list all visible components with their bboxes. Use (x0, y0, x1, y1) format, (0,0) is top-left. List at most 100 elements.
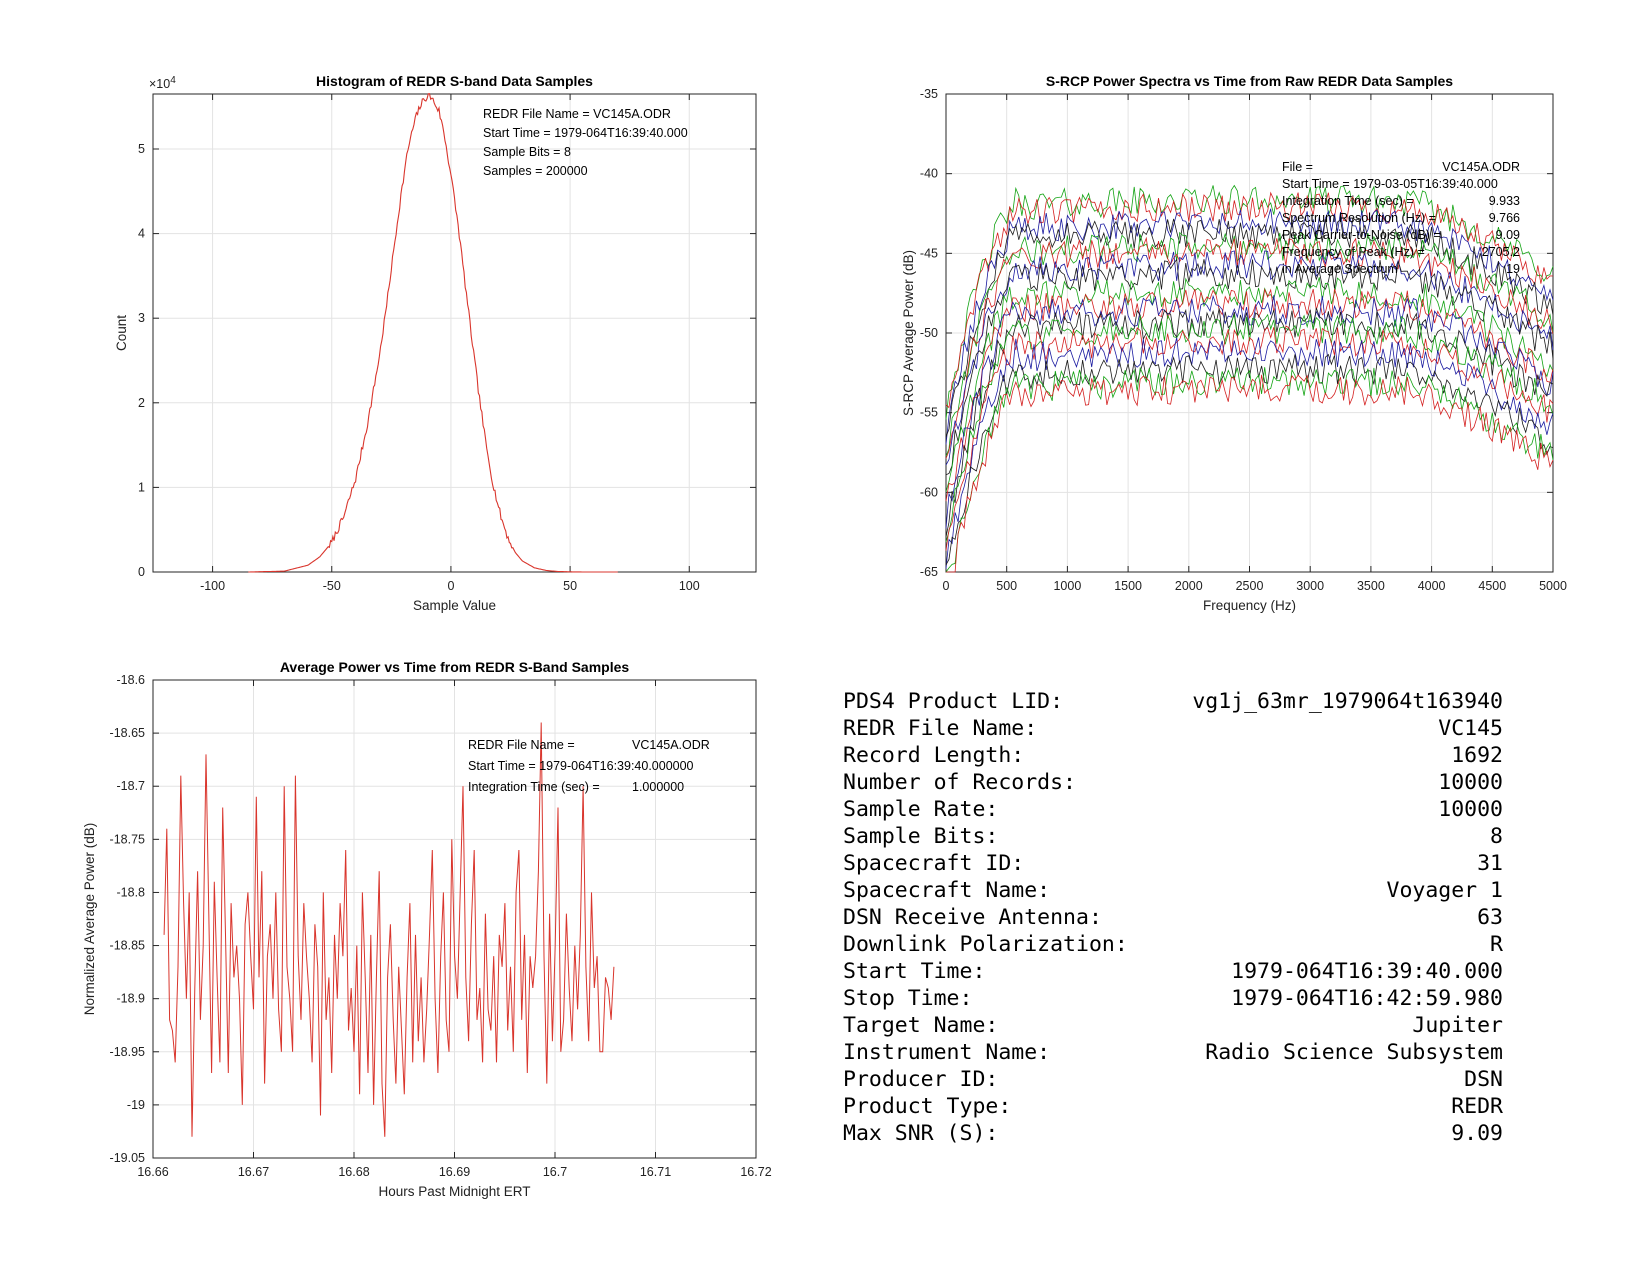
spectrum-trace (945, 184, 1554, 420)
info-row: Max SNR (S): 9.09 (843, 1120, 1503, 1147)
annotation-label: Peak Carrier-to-Noise (dB) = (1282, 228, 1441, 242)
info-value: 1979-064T16:42:59.980 (1231, 986, 1503, 1011)
annotation-value: 1.000000 (632, 780, 684, 794)
y-axis-exponent: ×104 (149, 75, 176, 91)
spectrum-trace (945, 313, 1554, 543)
spectrum-trace (945, 218, 1554, 438)
y-tick-label: -35 (920, 87, 938, 101)
info-row: PDS4 Product LID: vg1j_63mr_1979064t16394… (843, 688, 1503, 715)
x-tick-label: 3000 (1296, 579, 1324, 593)
x-axis-label: Sample Value (413, 598, 496, 613)
annotation-label: Start Time = 1979-03-05T16:39:40.000 (1282, 177, 1498, 191)
info-row: REDR File Name: VC145 (843, 715, 1503, 742)
x-tick-label: -50 (323, 579, 341, 593)
x-tick-label: 16.71 (640, 1165, 671, 1179)
info-row: DSN Receive Antenna: 63 (843, 904, 1503, 931)
info-label: Instrument Name: (843, 1040, 1051, 1065)
y-axis-label: S-RCP Average Power (dB) (901, 250, 916, 416)
info-row: Product Type: REDR (843, 1093, 1503, 1120)
info-value: 1979-064T16:39:40.000 (1231, 959, 1503, 984)
y-tick-label: 3 (138, 311, 145, 325)
spectrum-trace (945, 191, 1554, 409)
info-label: Product Type: (843, 1094, 1012, 1119)
annotation-value: VC145A.ODR (1442, 160, 1520, 174)
x-tick-label: 16.68 (338, 1165, 369, 1179)
info-label: Target Name: (843, 1013, 999, 1038)
y-tick-label: 2 (138, 396, 145, 410)
spectrum-trace (945, 325, 1554, 551)
info-label: DSN Receive Antenna: (843, 905, 1102, 930)
info-label: Stop Time: (843, 986, 973, 1011)
x-tick-label: 2500 (1236, 579, 1264, 593)
y-tick-label: -45 (920, 246, 938, 260)
y-tick-label: -60 (920, 485, 938, 499)
annotation-label: Frequency of Peak (Hz) = (1282, 245, 1425, 259)
annotation-label: Start Time = 1979-064T16:39:40.000000 (468, 759, 694, 773)
y-tick-label: -40 (920, 167, 938, 181)
info-value: Voyager 1 (1386, 878, 1504, 903)
annotation-label: File = (1282, 160, 1313, 174)
y-tick-label: -18.8 (117, 885, 146, 899)
x-tick-label: 1000 (1053, 579, 1081, 593)
annotation-line: Samples = 200000 (483, 164, 588, 178)
x-tick-label: 0 (943, 579, 950, 593)
info-label: REDR File Name: (843, 716, 1038, 741)
x-axis-label: Hours Past Midnight ERT (378, 1184, 530, 1199)
spectrum-trace (945, 294, 1554, 529)
spectrum-trace (945, 277, 1554, 492)
y-axis-label: Normalized Average Power (dB) (82, 823, 97, 1016)
annotation-label: Integration Time (sec) = (468, 780, 600, 794)
x-tick-label: 16.66 (137, 1165, 168, 1179)
x-tick-label: 16.72 (740, 1165, 771, 1179)
product-info-table: PDS4 Product LID: vg1j_63mr_1979064t16394… (843, 688, 1503, 1147)
info-label: Spacecraft Name: (843, 878, 1051, 903)
y-tick-label: -19 (127, 1098, 145, 1112)
annotation-line: Sample Bits = 8 (483, 145, 571, 159)
x-tick-label: 4000 (1418, 579, 1446, 593)
y-tick-label: 4 (138, 227, 145, 241)
annotation-label: in Average Spectrum (1282, 262, 1398, 276)
info-row: Sample Rate: 10000 (843, 796, 1503, 823)
info-label: PDS4 Product LID: (843, 689, 1064, 714)
y-tick-label: 1 (138, 480, 145, 494)
info-value: 1692 (1451, 743, 1503, 768)
info-value: R (1490, 932, 1503, 957)
y-axis-label: Count (114, 315, 129, 351)
info-value: 9.09 (1451, 1121, 1503, 1146)
info-label: Downlink Polarization: (843, 932, 1128, 957)
info-value: Radio Science Subsystem (1205, 1040, 1503, 1065)
x-axis-label: Frequency (Hz) (1203, 598, 1296, 613)
annotation-value: 9.933 (1489, 194, 1520, 208)
info-row: Spacecraft Name: Voyager 1 (843, 877, 1503, 904)
y-tick-label: -18.85 (110, 939, 145, 953)
spectrum-trace (945, 236, 1554, 459)
info-row: Start Time: 1979-064T16:39:40.000 (843, 958, 1503, 985)
y-tick-label: -18.6 (117, 673, 146, 687)
x-tick-label: 500 (996, 579, 1017, 593)
chart-title: Average Power vs Time from REDR S-Band S… (280, 659, 630, 675)
y-tick-label: 0 (138, 565, 145, 579)
y-tick-label: 5 (138, 142, 145, 156)
x-tick-label: 16.69 (439, 1165, 470, 1179)
x-tick-label: 100 (679, 579, 700, 593)
spectrum-trace (945, 353, 1554, 566)
info-row: Stop Time: 1979-064T16:42:59.980 (843, 985, 1503, 1012)
exponent-power: 4 (170, 75, 176, 86)
y-tick-label: -55 (920, 406, 938, 420)
x-tick-label: 1500 (1114, 579, 1142, 593)
y-tick-label: -18.9 (117, 992, 146, 1006)
chart-title: S-RCP Power Spectra vs Time from Raw RED… (1046, 73, 1453, 89)
info-label: Producer ID: (843, 1067, 999, 1092)
annotation-value: VC145A.ODR (632, 738, 710, 752)
spectrum-trace (945, 307, 1554, 538)
info-row: Target Name: Jupiter (843, 1012, 1503, 1039)
annotation-value: 9.766 (1489, 211, 1520, 225)
annotation-line: REDR File Name = VC145A.ODR (483, 107, 671, 121)
info-value: VC145 (1438, 716, 1503, 741)
info-label: Record Length: (843, 743, 1025, 768)
y-tick-label: -65 (920, 565, 938, 579)
info-value: 8 (1490, 824, 1503, 849)
annotation-value: 9.09 (1496, 228, 1520, 242)
info-value: 31 (1477, 851, 1503, 876)
info-row: Number of Records: 10000 (843, 769, 1503, 796)
